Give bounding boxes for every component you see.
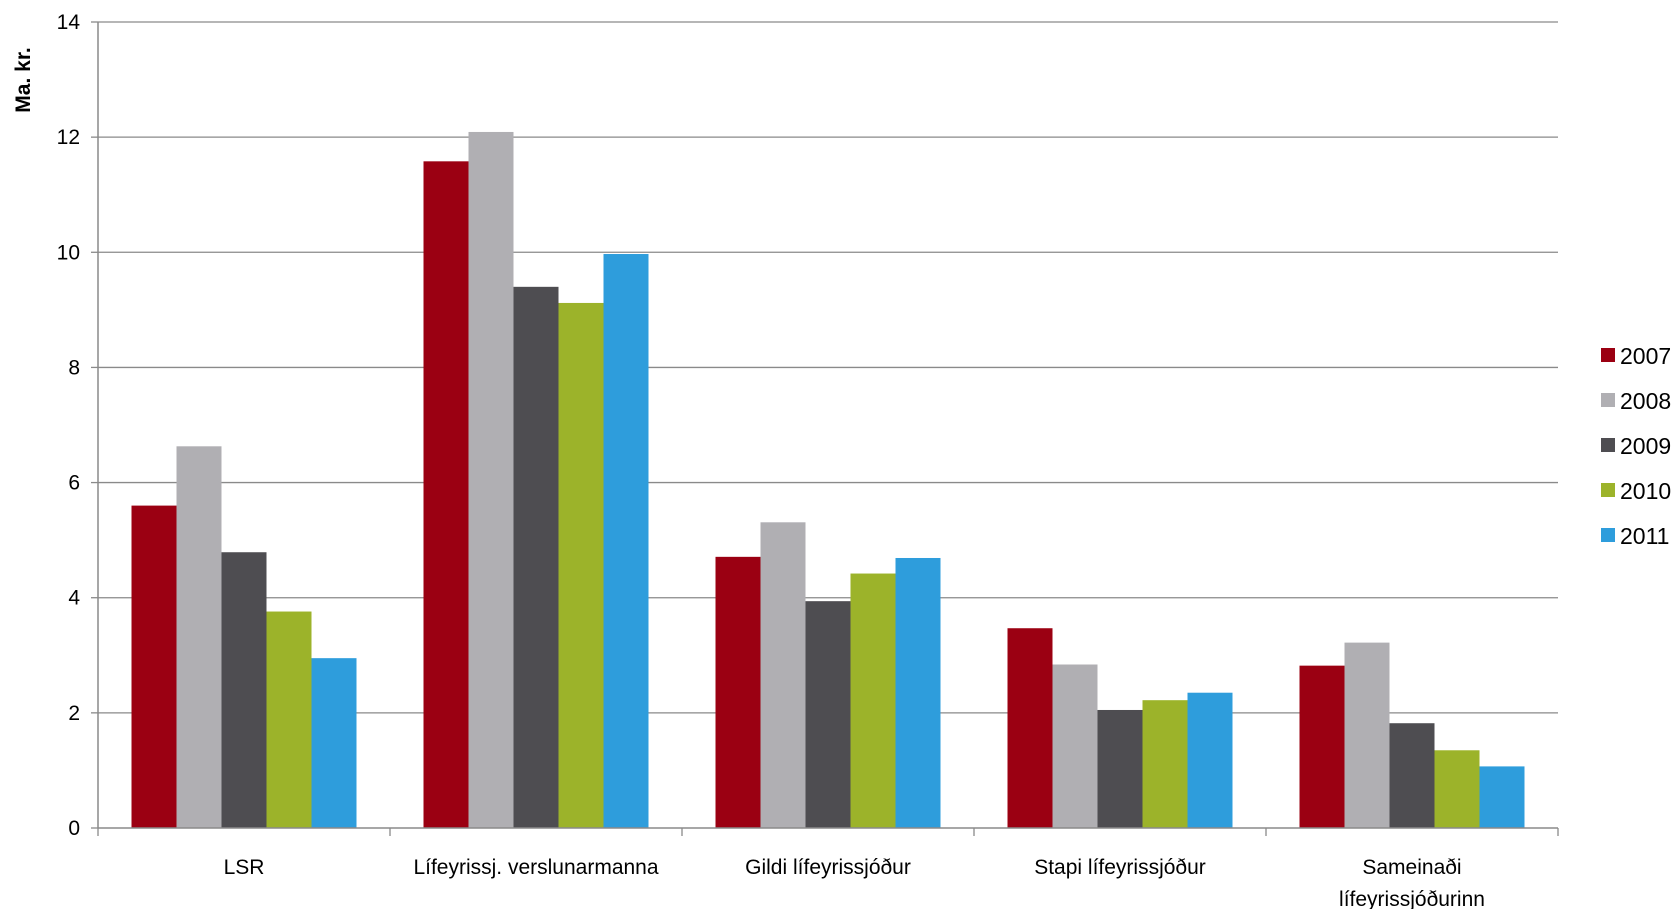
- gridlines: [98, 21, 1558, 714]
- bar-2011-cat-1: [603, 254, 649, 828]
- legend-label-2009: 2009: [1620, 433, 1671, 459]
- bar-2010-cat-2: [850, 573, 896, 828]
- y-tick-label-7: 14: [57, 11, 81, 34]
- bar-2007-cat-2: [715, 556, 761, 828]
- y-tick-label-0: 0: [68, 817, 80, 840]
- bar-2009-cat-2: [805, 601, 851, 828]
- legend-swatch-2007: [1601, 348, 1615, 362]
- y-tick-label-3: 6: [68, 472, 80, 495]
- legend-swatch-2011: [1601, 528, 1615, 542]
- y-tick-label-2: 4: [68, 587, 80, 610]
- bar-2008-cat-2: [760, 522, 806, 828]
- legend: 2007 2008 2009 2010 2011: [1601, 343, 1671, 549]
- category-label-0-line-0: LSR: [224, 856, 265, 879]
- bar-2007-cat-1: [423, 161, 469, 828]
- bar-2010-cat-3: [1142, 700, 1188, 828]
- legend-swatch-2009: [1601, 438, 1615, 452]
- y-tick-label-1: 2: [68, 702, 80, 725]
- bar-2008-cat-3: [1052, 664, 1098, 828]
- y-tick-labels: 0 2 4 6 8 10 12 14: [57, 11, 81, 840]
- bar-2008-cat-4: [1344, 642, 1390, 828]
- legend-swatch-2008: [1601, 393, 1615, 407]
- legend-swatch-2010: [1601, 483, 1615, 497]
- y-tick-label-4: 8: [68, 356, 80, 379]
- bar-2009-cat-0: [221, 552, 267, 828]
- y-tick-label-5: 10: [57, 241, 80, 264]
- bar-2010-cat-4: [1434, 750, 1480, 828]
- y-axis-label: Ma. kr.: [12, 47, 35, 112]
- bar-2010-cat-0: [266, 611, 312, 828]
- legend-label-2010: 2010: [1620, 478, 1671, 504]
- category-label-3-line-0: Stapi lífeyrissjóður: [1034, 856, 1206, 879]
- bar-2011-cat-3: [1187, 692, 1233, 828]
- legend-label-2008: 2008: [1620, 388, 1671, 414]
- bar-2007-cat-0: [131, 505, 177, 828]
- axes: [91, 21, 1559, 836]
- bar-2009-cat-1: [513, 286, 559, 828]
- bar-2011-cat-2: [895, 557, 941, 828]
- bar-2009-cat-4: [1389, 723, 1435, 828]
- bar-2010-cat-1: [558, 302, 604, 828]
- bar-2011-cat-4: [1479, 766, 1525, 828]
- bars: [131, 131, 1525, 828]
- category-labels: LSR Lífeyrissj. verslunarmanna Gildi lífey…: [224, 856, 1485, 909]
- legend-label-2007: 2007: [1620, 343, 1671, 369]
- y-tick-label-6: 12: [57, 126, 80, 149]
- bar-2008-cat-0: [176, 446, 222, 828]
- bar-2011-cat-0: [311, 658, 357, 828]
- bar-2008-cat-1: [468, 131, 514, 828]
- category-label-4-line-1: lífeyrissjóðurinn: [1339, 888, 1485, 909]
- bar-2009-cat-3: [1097, 709, 1143, 828]
- legend-label-2011: 2011: [1620, 523, 1669, 549]
- category-label-1-line-0: Lífeyrissj. verslunarmanna: [413, 856, 658, 879]
- bar-2007-cat-4: [1299, 665, 1345, 828]
- category-label-2-line-0: Gildi lífeyrissjóður: [745, 856, 911, 879]
- bar-2007-cat-3: [1007, 628, 1053, 828]
- category-label-4-line-0: Sameinaði: [1362, 856, 1461, 879]
